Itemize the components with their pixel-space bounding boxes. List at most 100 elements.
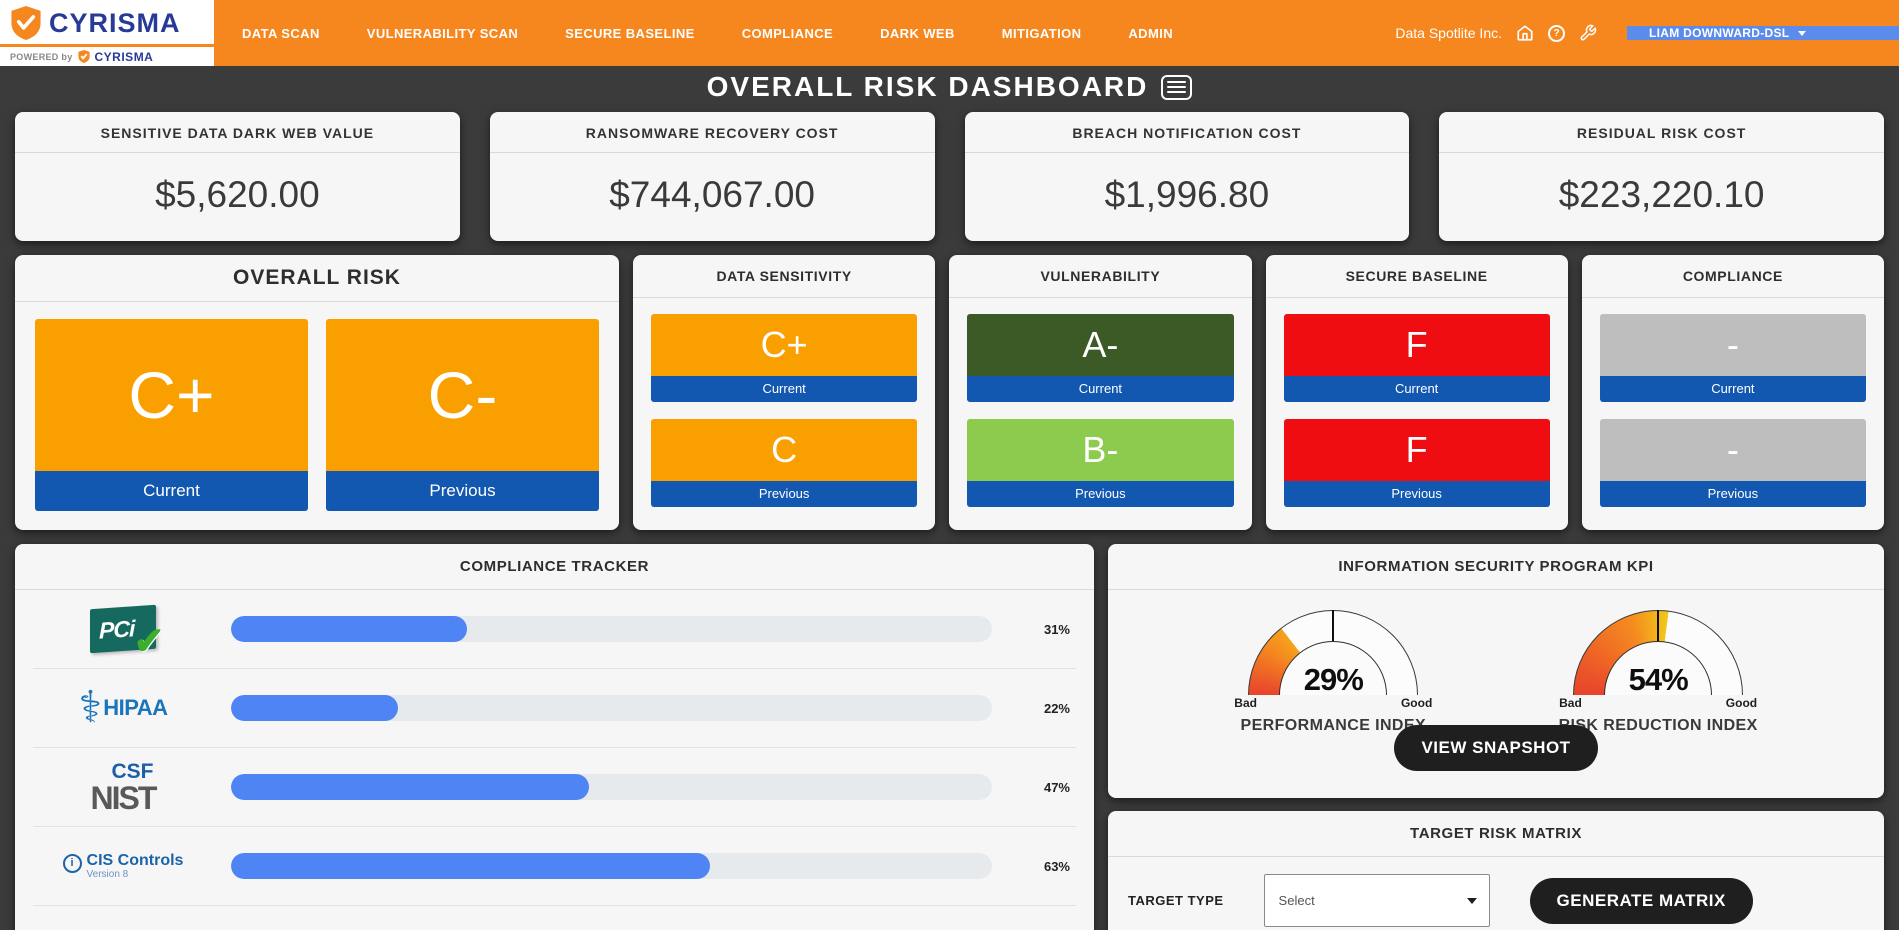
gauge-value: 54% (1628, 662, 1689, 698)
title-bar: OVERALL RISK DASHBOARD (0, 66, 1899, 108)
stat-card-residual-risk: RESIDUAL RISK COST $223,220.10 (1439, 112, 1884, 241)
nav-item-dark-web[interactable]: DARK WEB (880, 25, 955, 41)
pci-logo: PCi ✔ (90, 604, 164, 662)
compliance-tracker-panel: COMPLIANCE TRACKER PCi ✔ 31% (15, 544, 1094, 930)
grade-tile-previous: B- Previous (967, 419, 1234, 507)
grade-panels-row: OVERALL RISK C+ Current C- Previous DATA… (15, 255, 1884, 530)
gauge-arc: 29% (1248, 610, 1419, 698)
progress-bar (231, 616, 992, 642)
brand-logo-main: CYRISMA (0, 0, 214, 44)
pci-logo-text: PCi (99, 614, 135, 644)
gauge-arc: 54% (1573, 610, 1744, 698)
target-type-select[interactable]: Select (1263, 874, 1490, 927)
grade-period-label: Previous (967, 481, 1234, 507)
stat-card-value: $1,996.80 (1104, 174, 1270, 215)
panel-title: COMPLIANCE TRACKER (15, 544, 1094, 590)
view-snapshot-button[interactable]: VIEW SNAPSHOT (1394, 725, 1598, 771)
stat-card-label: SENSITIVE DATA DARK WEB VALUE (15, 112, 460, 153)
nav-item-data-scan[interactable]: DATA SCAN (242, 25, 320, 41)
dashboard-menu-icon[interactable] (1161, 74, 1193, 100)
stat-card-value: $223,220.10 (1558, 174, 1765, 215)
progress-bar-fill (231, 695, 399, 721)
organization-name: Data Spotlite Inc. (1395, 25, 1502, 41)
grade-value: C+ (35, 319, 308, 471)
stat-cards-row: SENSITIVE DATA DARK WEB VALUE $5,620.00 … (15, 112, 1884, 241)
cis-circle-icon: i (62, 853, 82, 873)
grade-period-label: Previous (326, 471, 599, 511)
nav-item-secure-baseline[interactable]: SECURE BASELINE (565, 25, 695, 41)
caret-down-icon (1798, 30, 1807, 36)
grade-value: F (1283, 314, 1550, 376)
nist-csf-logo: CSF NIST (90, 759, 158, 816)
grade-period-label: Previous (1283, 481, 1550, 507)
target-type-label: TARGET TYPE (1128, 893, 1224, 908)
grade-tile-current: - Current (1599, 314, 1866, 402)
gauge-caption: PERFORMANCE INDEX (1240, 717, 1427, 734)
grade-tile-current: C+ Current (35, 319, 308, 511)
cis-controls-logo: i CIS Controls Version 8 (62, 852, 183, 881)
nav-right-cluster: Data Spotlite Inc. ? LIAM DOWNWARD-DSL (1395, 0, 1899, 66)
progress-percent: 22% (1043, 700, 1070, 716)
grade-period-label: Current (967, 376, 1234, 402)
panel-title: DATA SENSITIVITY (633, 255, 936, 298)
tracker-row-hipaa: ⚕ HIPAA 22% (33, 669, 1076, 748)
panel-title: SECURE BASELINE (1265, 255, 1568, 298)
grade-tile-current: C+ Current (651, 314, 918, 402)
page-title: OVERALL RISK DASHBOARD (706, 71, 1149, 102)
grade-period-label: Current (35, 471, 308, 511)
progress-bar-fill (231, 616, 467, 642)
nist-logo-text: NIST (90, 779, 158, 816)
user-menu[interactable]: LIAM DOWNWARD-DSL (1627, 26, 1899, 40)
nav-item-mitigation[interactable]: MITIGATION (1001, 25, 1082, 41)
grade-tile-previous: F Previous (1283, 419, 1550, 507)
grade-value: C (651, 419, 918, 481)
grade-value: B- (967, 419, 1234, 481)
grade-value: C+ (651, 314, 918, 376)
caduceus-icon: ⚕ (78, 682, 103, 733)
progress-percent: 47% (1043, 779, 1070, 795)
user-name: LIAM DOWNWARD-DSL (1649, 26, 1790, 40)
overall-risk-panel: OVERALL RISK C+ Current C- Previous (15, 255, 619, 530)
cyrisma-shield-icon (11, 6, 41, 40)
stat-card-dark-web-value: SENSITIVE DATA DARK WEB VALUE $5,620.00 (15, 112, 460, 241)
target-risk-matrix-panel: TARGET RISK MATRIX TARGET TYPE Select GE… (1108, 811, 1884, 930)
csf-logo-text: CSF (111, 759, 154, 783)
stat-card-breach-cost: BREACH NOTIFICATION COST $1,996.80 (964, 112, 1410, 241)
gauge-good-label: Good (1400, 696, 1433, 710)
nav-item-vulnerability-scan[interactable]: VULNERABILITY SCAN (366, 25, 519, 41)
grade-period-label: Previous (651, 481, 918, 507)
compliance-grade-panel: COMPLIANCE - Current - Previous (1581, 255, 1884, 530)
grade-tile-previous: C Previous (651, 419, 918, 507)
grade-value: - (1599, 419, 1866, 481)
grade-period-label: Current (1599, 376, 1866, 402)
gauge-bad-label: Bad (1234, 696, 1257, 710)
help-icon[interactable]: ? (1548, 24, 1565, 42)
data-sensitivity-panel: DATA SENSITIVITY C+ Current C Previous (633, 255, 936, 530)
gauge-caption: RISK REDUCTION INDEX (1558, 717, 1758, 734)
cis-logo-version: Version 8 (86, 869, 129, 881)
grade-value: F (1283, 419, 1550, 481)
grade-tile-previous: - Previous (1599, 419, 1866, 507)
stat-card-value: $744,067.00 (609, 174, 815, 215)
powered-by-strip: POWERED by CYRISMA (0, 44, 214, 66)
stat-card-value: $5,620.00 (155, 174, 320, 215)
secure-baseline-panel: SECURE BASELINE F Current F Previous (1265, 255, 1568, 530)
hipaa-logo-text: HIPAA (103, 695, 168, 720)
gauge-bad-label: Bad (1559, 696, 1582, 710)
stat-card-label: RANSOMWARE RECOVERY COST (489, 112, 935, 153)
tracker-row-cis-controls: i CIS Controls Version 8 63% (33, 827, 1076, 906)
stat-card-ransomware-cost: RANSOMWARE RECOVERY COST $744,067.00 (489, 112, 935, 241)
grade-tile-previous: C- Previous (326, 319, 599, 511)
stat-card-label: RESIDUAL RISK COST (1439, 112, 1884, 153)
wrench-icon[interactable] (1579, 24, 1597, 42)
home-icon[interactable] (1516, 24, 1534, 42)
generate-matrix-button[interactable]: GENERATE MATRIX (1529, 877, 1753, 924)
brand-logo[interactable]: CYRISMA POWERED by CYRISMA (0, 0, 214, 66)
grade-value: - (1599, 314, 1866, 376)
nav-item-admin[interactable]: ADMIN (1128, 25, 1173, 41)
panel-title: VULNERABILITY (949, 255, 1252, 298)
pci-check-icon: ✔ (133, 619, 164, 663)
gauge-value: 29% (1303, 662, 1364, 698)
progress-bar-fill (231, 853, 711, 879)
nav-item-compliance[interactable]: COMPLIANCE (741, 25, 834, 41)
